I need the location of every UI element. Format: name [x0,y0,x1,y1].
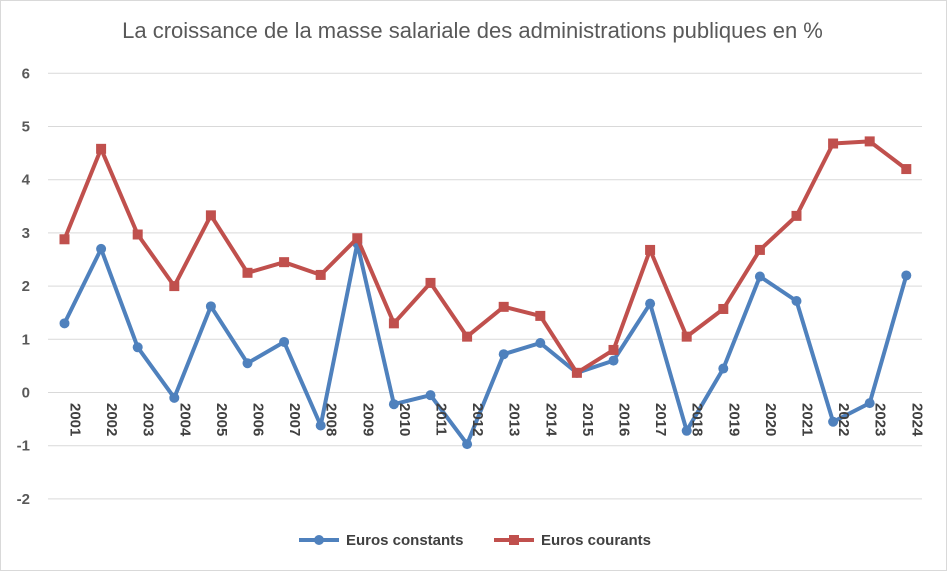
data-point [828,138,839,149]
x-tick-label: 2010 [396,403,413,436]
x-tick-label: 2022 [835,403,852,436]
data-point [718,363,729,374]
data-point [498,349,509,360]
data-point [315,269,326,280]
series-layer [59,136,912,450]
data-point [645,244,656,255]
x-tick-label: 2024 [908,403,925,437]
y-tick-label: -1 [17,438,30,455]
y-tick-label: 0 [22,385,30,402]
x-tick-label: 2018 [689,403,706,436]
data-point [754,271,765,282]
x-tick-label: 2008 [323,403,340,436]
data-point [901,270,912,281]
x-tick-label: 2013 [506,403,523,436]
data-point [754,244,765,255]
data-point [169,392,180,403]
x-tick-label: 2020 [762,403,779,436]
data-point [681,425,692,436]
series-line [62,241,909,447]
data-point [169,281,180,292]
x-tick-label: 2021 [799,403,816,436]
data-point [205,210,216,221]
y-axis-ticks: 6 5 4 3 2 1 0 -1 -2 [17,65,31,508]
data-point [791,295,802,306]
data-point [425,277,436,288]
data-point [462,331,473,342]
data-point [864,398,875,409]
legend-marker [314,535,324,545]
y-tick-label: 2 [22,278,30,295]
x-tick-label: 2002 [103,403,120,436]
x-tick-label: 2011 [433,403,450,436]
data-point [571,367,582,378]
data-point [388,318,399,329]
x-axis-ticks: 2001 2002 2003 2004 2005 2006 2007 2008 2009 2010… [67,403,926,437]
series-euros-courants [59,136,912,378]
legend-marker [509,535,519,545]
data-point [498,301,509,312]
x-tick-label: 2012 [469,403,486,436]
x-tick-label: 2019 [725,403,742,436]
legend-label: Euros constants [346,532,464,549]
data-point [96,143,107,154]
data-point [242,267,253,278]
series-line [62,139,909,375]
data-point [242,358,253,369]
data-point [791,210,802,221]
data-point [535,338,546,349]
data-point [681,331,692,342]
data-point [645,298,656,309]
data-point [315,420,326,431]
data-point [352,233,363,244]
x-tick-label: 2001 [67,403,84,436]
data-point [462,439,473,450]
x-tick-label: 2016 [616,403,633,436]
data-point [205,301,216,312]
data-point [59,318,70,329]
data-point [828,416,839,427]
data-point [901,164,912,175]
y-tick-label: 1 [22,331,30,348]
data-point [388,399,399,410]
data-point [279,336,290,347]
legend-label: Euros courants [541,532,651,549]
series-euros-constants [59,238,912,450]
data-point [132,229,143,240]
y-tick-label: -2 [17,491,30,508]
data-point [608,344,619,355]
y-tick-label: 6 [22,65,30,82]
x-tick-label: 2006 [250,403,267,436]
x-tick-label: 2015 [579,403,596,436]
x-tick-label: 2009 [359,403,376,436]
data-point [96,243,107,254]
data-point [425,390,436,401]
x-tick-label: 2007 [286,403,303,436]
x-tick-label: 2005 [213,403,230,436]
data-point [535,310,546,321]
data-point [608,355,619,366]
data-point [718,303,729,314]
data-point [864,136,875,147]
x-tick-label: 2014 [542,403,559,437]
legend-item: Euros constants [299,532,464,549]
legend: Euros constants Euros courants [299,532,651,549]
data-point [279,257,290,268]
y-tick-label: 3 [22,225,30,242]
x-tick-label: 2023 [872,403,889,436]
y-tick-label: 4 [22,172,31,189]
x-tick-label: 2017 [652,403,669,436]
data-point [132,342,143,353]
x-tick-label: 2004 [176,403,193,437]
data-point [59,234,70,245]
y-tick-label: 5 [22,119,30,136]
chart-title: La croissance de la masse salariale des … [122,18,823,43]
x-tick-label: 2003 [140,403,157,436]
legend-item: Euros courants [494,532,651,549]
